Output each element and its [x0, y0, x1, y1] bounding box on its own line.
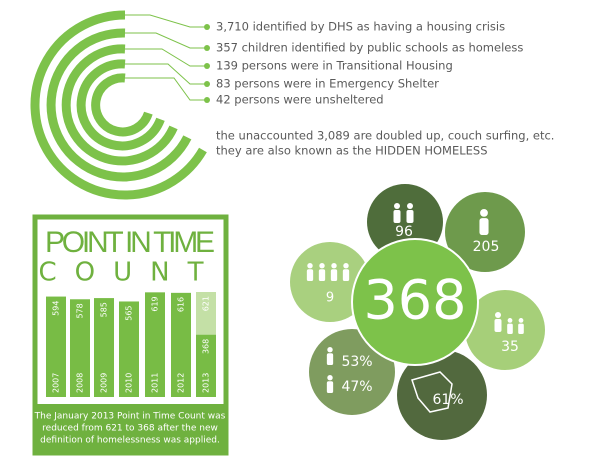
arc — [46, 28, 192, 182]
arc — [91, 73, 153, 137]
chart-subtitle: COUNT — [39, 258, 222, 288]
bar-label: 594 — [52, 301, 61, 316]
petal-label: 61% — [432, 392, 463, 408]
icon-body — [479, 218, 489, 235]
fact: 42 persons were unsheltered — [216, 93, 384, 107]
icon-head — [331, 263, 337, 269]
flower-center — [351, 238, 479, 366]
icon-head — [394, 203, 400, 209]
connector — [125, 63, 205, 85]
caption-bg — [35, 404, 226, 453]
icon-head — [307, 263, 313, 269]
bar — [196, 334, 216, 397]
bar-label: 2013 — [202, 373, 211, 393]
connector — [125, 48, 205, 67]
bar — [46, 296, 66, 397]
bar-label: 616 — [177, 297, 186, 312]
caption: reduced from 621 to 368 after the new — [42, 424, 218, 434]
caption: definition of homelessness was applied. — [40, 436, 220, 446]
bar-label: 619 — [151, 296, 160, 311]
petal — [397, 350, 487, 440]
icon-body — [330, 269, 338, 281]
arc — [30, 10, 207, 200]
bar — [94, 298, 114, 397]
bar-label: 585 — [100, 302, 109, 317]
petal-label: 53% — [341, 354, 372, 370]
petal — [465, 290, 545, 370]
icon-body — [342, 269, 350, 281]
bar — [145, 292, 165, 397]
bar-label: 2010 — [125, 373, 134, 393]
icon-head — [327, 375, 333, 381]
petal-label: 96 — [395, 224, 413, 240]
bullet — [204, 63, 210, 69]
bar-label: 2012 — [177, 373, 186, 393]
icon-head — [343, 263, 349, 269]
connector — [125, 14, 205, 28]
icon-body — [326, 381, 334, 393]
petal-label: 205 — [473, 239, 500, 255]
fact: 139 persons were in Transitional Housing — [216, 59, 453, 73]
icon-head — [518, 318, 524, 323]
arc — [61, 44, 178, 166]
bar-label: 565 — [125, 305, 134, 320]
icon-head — [327, 347, 333, 353]
bar-label: 368 — [202, 339, 211, 354]
bar-label: 2009 — [100, 373, 109, 393]
map-icon — [411, 371, 453, 413]
icon-body — [318, 269, 326, 281]
bullet — [204, 45, 210, 51]
petal-label: 47% — [341, 379, 372, 395]
petal-label: 35 — [501, 339, 519, 355]
icon-head — [407, 203, 413, 209]
petal — [290, 242, 370, 322]
fact: 3,710 identified by DHS as having a hous… — [216, 20, 505, 34]
connector — [125, 77, 205, 101]
icon-body — [306, 269, 314, 281]
arc — [76, 59, 165, 151]
icon-head — [495, 312, 501, 318]
bar — [70, 299, 90, 397]
bar-label: 2011 — [151, 373, 160, 393]
icon-head — [319, 263, 325, 269]
bullet — [204, 24, 210, 30]
center-value: 368 — [363, 269, 466, 332]
caption: The January 2013 Point in Time Count was — [34, 412, 226, 422]
note: they are also known as the HIDDEN HOMELE… — [216, 144, 488, 158]
icon-body — [518, 323, 524, 334]
petal-label: 9 — [326, 291, 334, 306]
icon-body — [326, 353, 334, 365]
chart-title: POINT IN TIME — [45, 226, 215, 259]
connector — [125, 32, 205, 49]
icon-head — [507, 318, 513, 323]
bullet — [204, 81, 210, 87]
icon-body — [494, 319, 502, 332]
bullet — [204, 97, 210, 103]
bar-label: 2008 — [76, 373, 85, 393]
bar-label: 621 — [202, 296, 211, 311]
icon-body — [406, 210, 414, 223]
bar — [119, 301, 139, 397]
fact: 83 persons were in Emergency Shelter — [216, 77, 439, 91]
bar-label: 578 — [76, 303, 85, 318]
fact: 357 children identified by public school… — [216, 41, 523, 55]
note: the unaccounted 3,089 are doubled up, co… — [216, 129, 554, 143]
bar-label: 2007 — [52, 373, 61, 393]
icon-body — [393, 210, 401, 223]
bar — [171, 292, 191, 397]
icon-body — [507, 323, 513, 334]
icon-head — [480, 209, 488, 217]
